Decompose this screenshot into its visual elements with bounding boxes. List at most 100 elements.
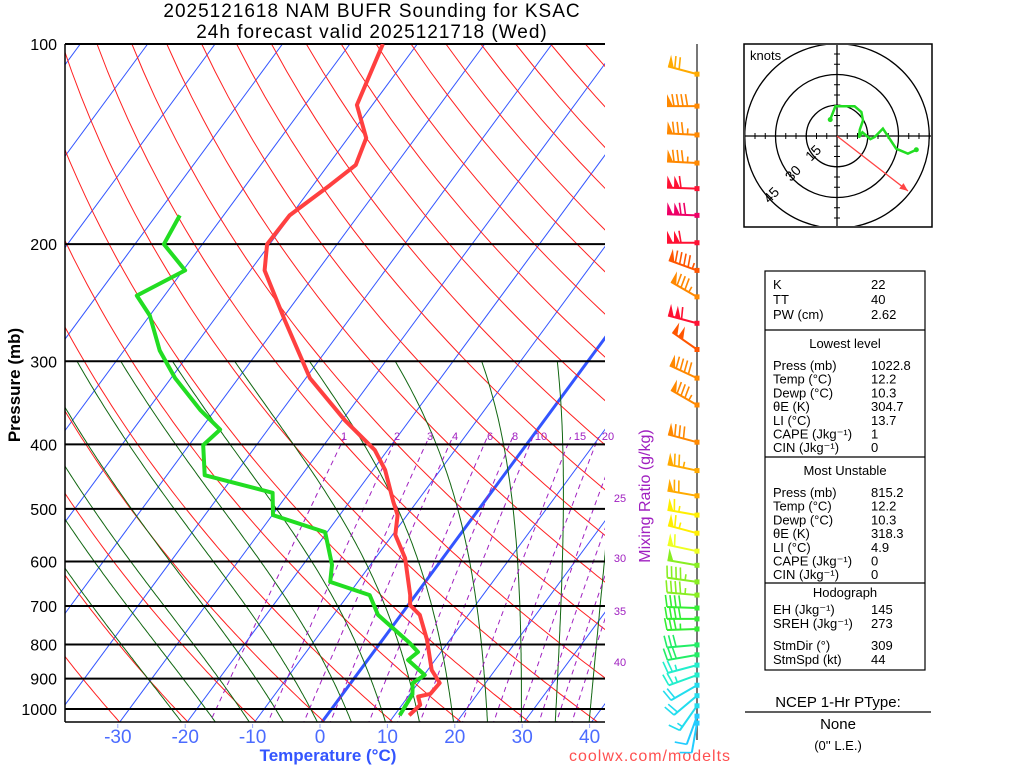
credit-link[interactable]: coolwx.com/modelts (569, 748, 731, 765)
wind-barb (662, 660, 700, 674)
stat-value: 145 (871, 602, 893, 617)
pressure-tick-label: 400 (30, 437, 57, 454)
temperature-tick-label: 30 (512, 727, 533, 748)
moist-adiabat-line (588, 549, 605, 722)
stat-label: EH (Jkg⁻¹) (773, 602, 835, 617)
mixing-ratio-tick-label: 6 (487, 431, 493, 443)
stat-label: Temp (°C) (773, 372, 832, 387)
dry-adiabat-line (305, 44, 605, 402)
stat-label: PW (cm) (773, 307, 824, 322)
pressure-tick-label: 900 (30, 672, 57, 689)
dry-adiabat-line (271, 44, 605, 446)
wind-barb (667, 452, 700, 474)
isotherm-line (254, 245, 605, 722)
stat-value: 13.7 (871, 413, 896, 428)
dry-adiabat-line (65, 574, 189, 722)
temperature-tick-label: 20 (444, 727, 465, 748)
mixing-ratio-tick-label: 8 (512, 431, 518, 443)
wind-barb (667, 230, 700, 246)
stat-value: 40 (871, 292, 885, 307)
wind-barb (667, 303, 700, 326)
ptype-panel: NCEP 1-Hr PType: None (0'' L.E.) (745, 694, 931, 753)
axis-ticks: 1 2 3 4 6 8 10 15 202530354010020030040050060070… (21, 37, 626, 748)
wind-barb (667, 93, 700, 109)
dry-adiabat-line (131, 44, 605, 631)
x-axis-label: Temperature (°C) (260, 746, 397, 765)
moist-adiabat-line (65, 567, 183, 722)
wind-barb (667, 513, 700, 536)
isotherm-line (65, 44, 283, 340)
isotherm-line (65, 44, 216, 249)
wind-barb (664, 594, 700, 611)
temperature-tick-label: -20 (171, 727, 198, 748)
stat-label: Dewp (°C) (773, 512, 833, 527)
stat-value: 309 (871, 638, 893, 653)
mixing-ratio-line (462, 436, 572, 722)
moist-adiabat-line (76, 361, 318, 722)
stat-section-title: Hodograph (813, 585, 877, 600)
pressure-tick-label: 200 (30, 237, 57, 254)
wind-barb (667, 478, 700, 499)
isotherm-line (65, 44, 351, 432)
wind-barb (670, 379, 700, 408)
pressure-tick-label: 500 (30, 502, 57, 519)
mixing-ratio-tick-label: 40 (614, 657, 626, 669)
moist-adiabat-line (394, 361, 488, 722)
stat-label: CIN (Jkg⁻¹) (773, 567, 839, 582)
ptype-amount: (0'' L.E.) (814, 738, 862, 753)
sounding-profiles (134, 44, 442, 717)
wind-barb (668, 248, 700, 273)
wind-barb (667, 54, 700, 77)
mixing-ratio-tick-label: 1 (341, 431, 347, 443)
stat-label: K (773, 277, 782, 292)
dry-adiabat-line (340, 44, 605, 358)
pressure-tick-label: 800 (30, 638, 57, 655)
stat-label: Dewp (°C) (773, 385, 833, 400)
wind-barb (679, 720, 700, 754)
wind-barb (663, 634, 700, 649)
stat-label: TT (773, 292, 789, 307)
wind-barb (666, 175, 700, 192)
hodograph-trace (829, 105, 917, 155)
isotherm-line (388, 428, 605, 722)
stat-label: Press (mb) (773, 358, 837, 373)
dry-adiabat-line (65, 50, 599, 722)
moist-adiabat-line (65, 465, 250, 722)
moist-adiabat-line (309, 361, 455, 722)
wind-barb (667, 533, 700, 554)
moist-adiabat-line (65, 406, 284, 722)
pressure-tick-label: 1000 (21, 702, 57, 719)
hodograph-endpoint (827, 117, 833, 123)
mixing-ratio-line (329, 436, 454, 722)
stat-value: 0 (871, 440, 878, 455)
dry-adiabat-line (236, 44, 605, 491)
isotherm-line (186, 154, 605, 722)
stat-value: 4.9 (871, 540, 889, 555)
hodograph-endpoint (913, 147, 919, 153)
wind-barb (666, 565, 700, 585)
stat-value: 1022.8 (871, 358, 911, 373)
stat-label: LI (°C) (773, 540, 811, 555)
wind-barb (664, 693, 700, 716)
dry-adiabat-line (445, 44, 605, 231)
dry-adiabat-line (166, 44, 605, 583)
y-axis-label: Pressure (mb) (5, 328, 24, 442)
temperature-tick-label: 0 (315, 727, 326, 748)
stat-value: 12.2 (871, 499, 896, 514)
stat-value: 273 (871, 616, 893, 631)
wind-barb (666, 149, 700, 166)
moist-adiabat-line (65, 518, 216, 722)
mixing-ratio-tick-label: 2 (394, 431, 400, 443)
isotherm-line (456, 520, 605, 722)
mixing-ratio-axis-label: Mixing Ratio (g/kg) (637, 429, 654, 562)
wind-barb (669, 354, 700, 381)
mixing-ratio-tick-label: 30 (614, 553, 626, 565)
stat-label: Press (mb) (773, 485, 837, 500)
wind-barb (665, 580, 700, 598)
stat-value: 0 (871, 554, 878, 569)
mixing-ratio-line (368, 436, 488, 722)
stats-panel: K 22 TT 40 PW (cm) 2.62 Lowest level Press (mb)… (764, 270, 926, 671)
stat-label: θE (K) (773, 526, 810, 541)
stat-label: θE (K) (773, 399, 810, 414)
